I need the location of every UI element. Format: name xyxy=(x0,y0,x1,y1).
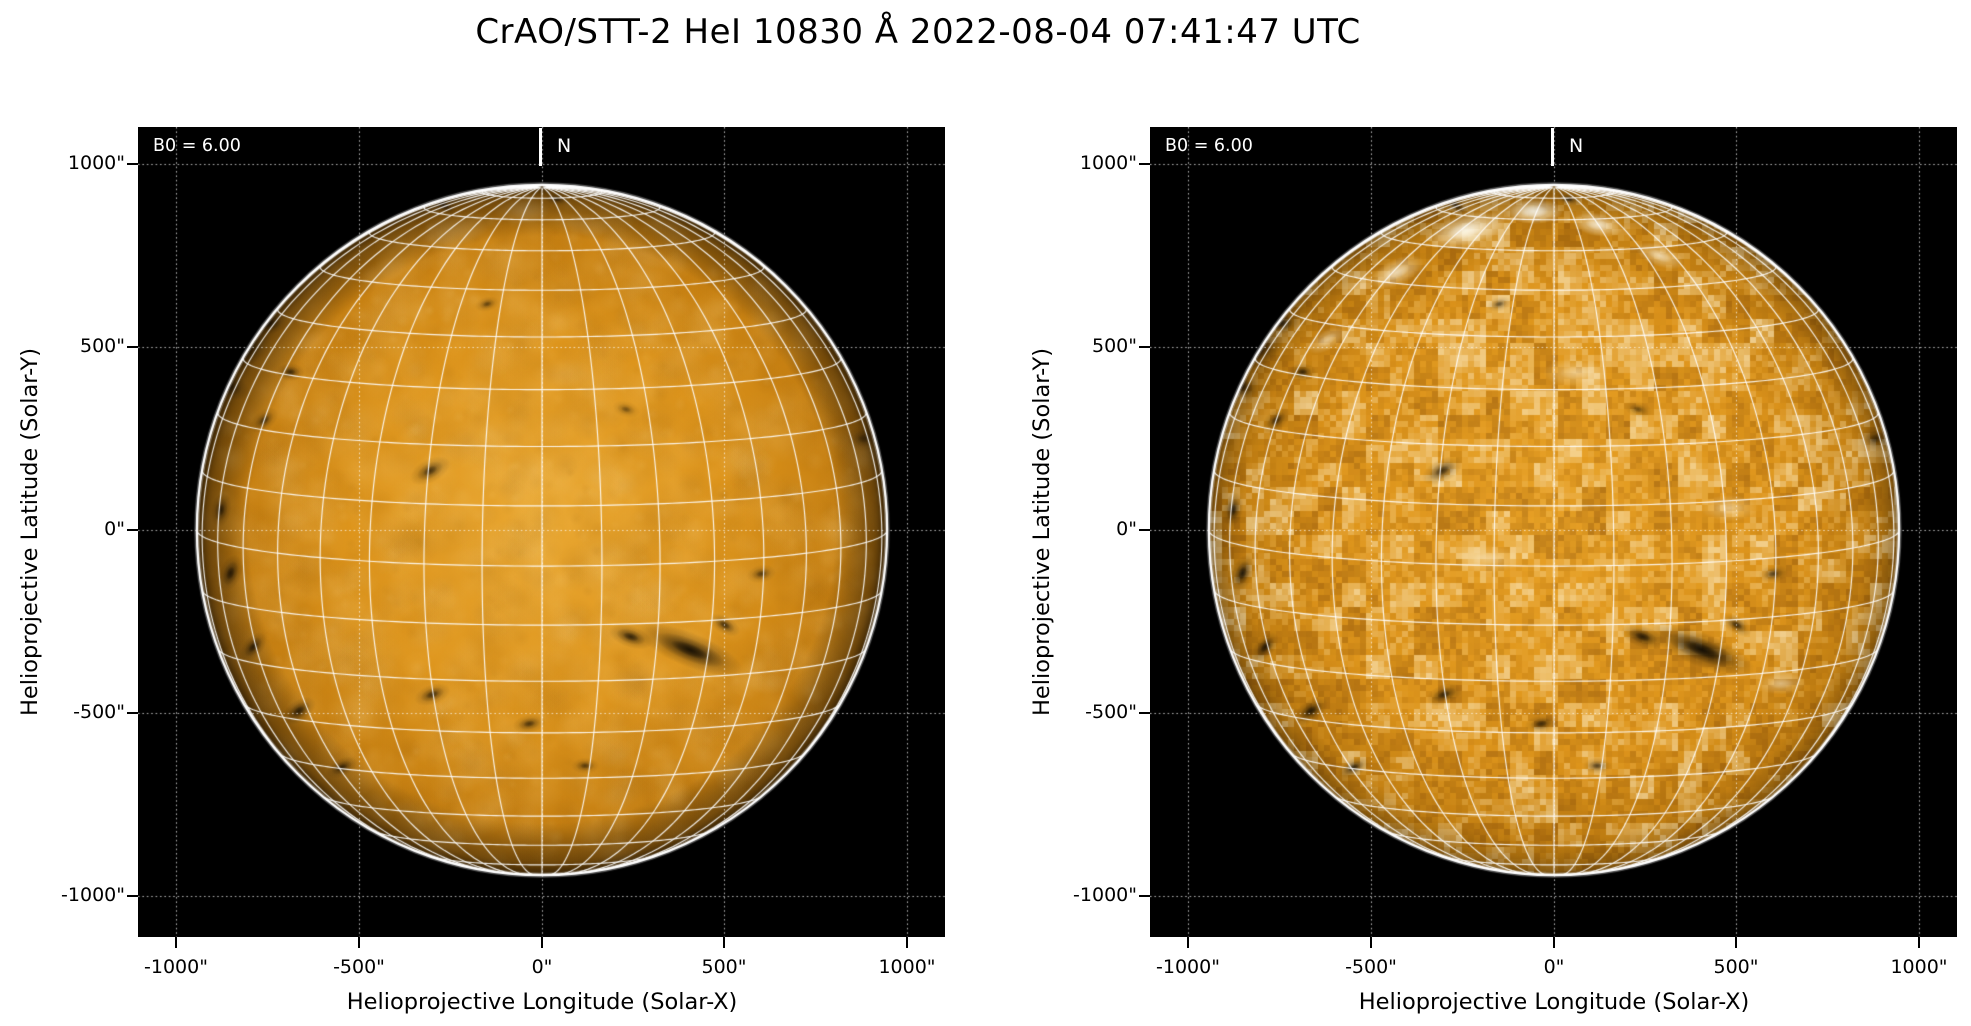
y-tick-label: 0" xyxy=(1116,518,1137,540)
north-label: N xyxy=(1569,135,1584,157)
x-tick-mark xyxy=(1187,937,1189,948)
y-tick-mark xyxy=(1139,346,1150,348)
y-axis-title: Helioprojective Latitude (Solar-Y) xyxy=(1029,347,1055,717)
y-tick-mark xyxy=(127,895,138,897)
y-tick-label: 500" xyxy=(1091,335,1137,357)
y-tick-label: 1000" xyxy=(67,152,125,174)
y-axis-title: Helioprojective Latitude (Solar-Y) xyxy=(17,347,43,717)
x-tick-mark xyxy=(358,937,360,948)
y-tick-mark xyxy=(127,163,138,165)
y-tick-label: -500" xyxy=(1085,701,1137,723)
x-tick-mark xyxy=(1370,937,1372,948)
x-tick-mark xyxy=(541,937,543,948)
x-tick-label: -1000" xyxy=(1156,956,1220,978)
b0-annotation: B0 = 6.00 xyxy=(153,136,241,156)
x-tick-mark xyxy=(1918,937,1920,948)
y-tick-mark xyxy=(127,346,138,348)
x-tick-label: 1000" xyxy=(878,956,936,978)
x-tick-label: -500" xyxy=(333,956,385,978)
x-tick-mark xyxy=(1735,937,1737,948)
x-axis-title: Helioprojective Longitude (Solar-X) xyxy=(1358,989,1750,1015)
north-label: N xyxy=(557,135,572,157)
x-tick-label: -500" xyxy=(1345,956,1397,978)
y-tick-mark xyxy=(1139,163,1150,165)
y-tick-label: 1000" xyxy=(1079,152,1137,174)
x-tick-label: 500" xyxy=(1713,956,1759,978)
y-tick-mark xyxy=(127,712,138,714)
x-tick-mark xyxy=(175,937,177,948)
x-tick-label: -1000" xyxy=(144,956,208,978)
north-marker-line xyxy=(1551,128,1554,166)
north-marker-line xyxy=(539,128,542,166)
x-axis-title: Helioprojective Longitude (Solar-X) xyxy=(346,989,738,1015)
x-tick-label: 0" xyxy=(1543,956,1565,978)
y-tick-label: 0" xyxy=(104,518,125,540)
solar-disk-image-unsmoothed xyxy=(1150,127,1957,937)
x-tick-mark xyxy=(906,937,908,948)
y-tick-label: -1000" xyxy=(61,884,125,906)
left-panel-smoothed: B0 = 6.00 N xyxy=(138,127,945,937)
y-tick-mark xyxy=(1139,712,1150,714)
right-panel-unsmoothed: B0 = 6.00 N xyxy=(1150,127,1957,937)
figure-title: CrAO/STT-2 HeI 10830 Å 2022-08-04 07:41:… xyxy=(475,12,1361,52)
y-tick-mark xyxy=(1139,895,1150,897)
x-tick-label: 1000" xyxy=(1890,956,1948,978)
y-tick-mark xyxy=(1139,529,1150,531)
y-tick-mark xyxy=(127,529,138,531)
x-tick-mark xyxy=(723,937,725,948)
y-tick-label: -500" xyxy=(73,701,125,723)
solar-disk-image-smoothed xyxy=(138,127,945,937)
x-tick-mark xyxy=(1553,937,1555,948)
x-tick-label: 500" xyxy=(701,956,747,978)
x-tick-label: 0" xyxy=(531,956,553,978)
y-tick-label: 500" xyxy=(79,335,125,357)
b0-annotation: B0 = 6.00 xyxy=(1165,136,1253,156)
y-tick-label: -1000" xyxy=(1073,884,1137,906)
